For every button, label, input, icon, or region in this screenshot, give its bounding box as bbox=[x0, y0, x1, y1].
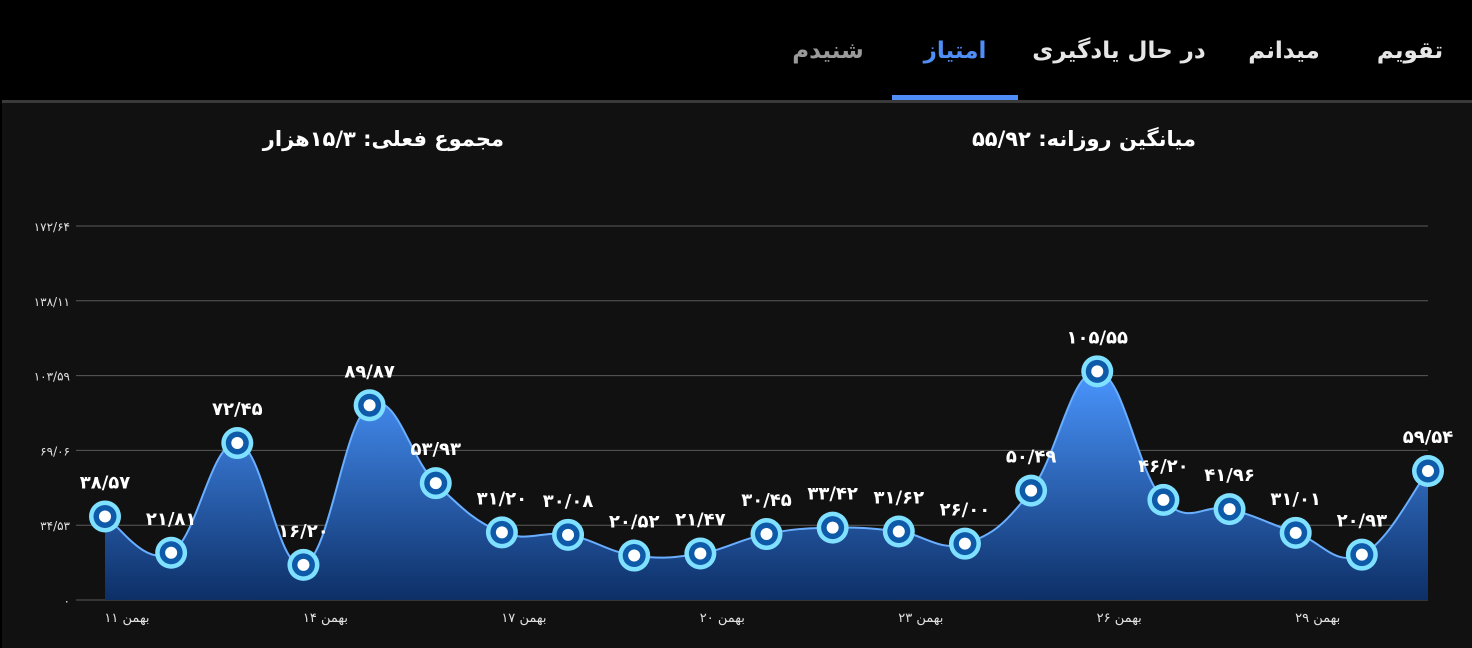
data-label: ۳۱/۰۱ bbox=[1270, 489, 1321, 510]
y-tick-label: ۰ bbox=[64, 594, 70, 608]
y-tick-label: ۶۹/۰۶ bbox=[40, 444, 70, 458]
tab-bar: تقویم میدانم در حال یادگیری امتیاز شنیدم bbox=[0, 0, 1472, 100]
x-tick-label: ۱۴ بهمن bbox=[303, 611, 348, 626]
data-label: ۵۹/۵۴ bbox=[1403, 427, 1454, 448]
tab-heard[interactable]: شنیدم bbox=[792, 38, 864, 64]
data-label: ۱۶/۲۰ bbox=[278, 521, 329, 542]
tab-known[interactable]: میدانم bbox=[1248, 38, 1320, 64]
x-tick-label: ۲۳ بهمن bbox=[898, 611, 943, 626]
data-point[interactable] bbox=[882, 515, 915, 548]
data-point[interactable] bbox=[221, 427, 254, 460]
data-point[interactable] bbox=[684, 537, 717, 570]
data-label: ۷۲/۴۵ bbox=[212, 399, 263, 420]
data-label: ۸۹/۸۷ bbox=[344, 361, 395, 382]
data-label: ۳۱/۶۲ bbox=[874, 487, 925, 508]
data-point[interactable] bbox=[287, 548, 320, 581]
data-label: ۱۰۵/۵۵ bbox=[1066, 327, 1128, 348]
tab-score[interactable]: امتیاز bbox=[892, 28, 1018, 100]
data-point[interactable] bbox=[419, 467, 452, 500]
data-label: ۲۰/۵۲ bbox=[609, 512, 660, 533]
data-point[interactable] bbox=[1213, 493, 1246, 526]
active-tab-indicator bbox=[892, 95, 1018, 100]
data-label: ۲۱/۸۱ bbox=[146, 509, 197, 530]
data-point[interactable] bbox=[1412, 455, 1444, 488]
y-tick-label: ۳۴/۵۳ bbox=[40, 519, 70, 533]
y-tick-label: ۱۳۸/۱۱ bbox=[34, 295, 70, 309]
data-label: ۳۳/۴۲ bbox=[807, 484, 858, 505]
score-area bbox=[105, 371, 1428, 600]
data-label: ۳۰/۰۸ bbox=[543, 491, 594, 512]
data-point[interactable] bbox=[552, 518, 585, 551]
data-label: ۳۸/۵۷ bbox=[80, 472, 131, 493]
tab-score-label: امتیاز bbox=[923, 38, 987, 64]
data-label: ۵۳/۹۳ bbox=[410, 439, 461, 460]
data-label: ۵۰/۴۹ bbox=[1006, 447, 1057, 468]
data-point[interactable] bbox=[1345, 538, 1378, 571]
x-tick-label: ۱۷ بهمن bbox=[501, 611, 546, 626]
data-label: ۴۶/۲۰ bbox=[1138, 456, 1189, 477]
current-total: مجموع فعلی: ۱۵/۳هزار bbox=[262, 127, 504, 151]
data-point[interactable] bbox=[1015, 474, 1048, 507]
x-tick-label: ۲۰ بهمن bbox=[700, 611, 745, 626]
data-point[interactable] bbox=[155, 536, 188, 569]
data-label: ۳۱/۲۰ bbox=[477, 488, 528, 509]
tab-learning[interactable]: در حال یادگیری bbox=[1032, 38, 1206, 64]
data-point[interactable] bbox=[816, 511, 849, 544]
data-label: ۲۱/۴۷ bbox=[675, 509, 726, 530]
data-point[interactable] bbox=[618, 539, 651, 572]
y-tick-label: ۱۰۳/۵۹ bbox=[34, 370, 70, 384]
x-tick-label: ۲۹ بهمن bbox=[1295, 611, 1340, 626]
y-tick-label: ۱۷۲/۶۴ bbox=[34, 220, 70, 234]
data-label: ۲۰/۹۳ bbox=[1337, 511, 1388, 532]
data-label: ۴۱/۹۶ bbox=[1204, 465, 1255, 486]
data-point[interactable] bbox=[750, 518, 783, 551]
data-point[interactable] bbox=[1147, 483, 1180, 516]
data-point[interactable] bbox=[1081, 355, 1114, 388]
x-tick-label: ۲۶ بهمن bbox=[1097, 611, 1142, 626]
data-point[interactable] bbox=[1279, 516, 1312, 549]
data-label: ۲۶/۰۰ bbox=[940, 500, 991, 521]
data-point[interactable] bbox=[89, 500, 121, 533]
data-label: ۳۰/۴۵ bbox=[741, 490, 792, 511]
data-point[interactable] bbox=[485, 516, 518, 549]
data-point[interactable] bbox=[948, 527, 981, 560]
data-point[interactable] bbox=[353, 389, 386, 422]
daily-average: میانگین روزانه: ۵۵/۹۲ bbox=[971, 127, 1196, 151]
x-tick-label: ۱۱ بهمن bbox=[104, 611, 149, 626]
tab-calendar[interactable]: تقویم bbox=[1376, 38, 1444, 64]
